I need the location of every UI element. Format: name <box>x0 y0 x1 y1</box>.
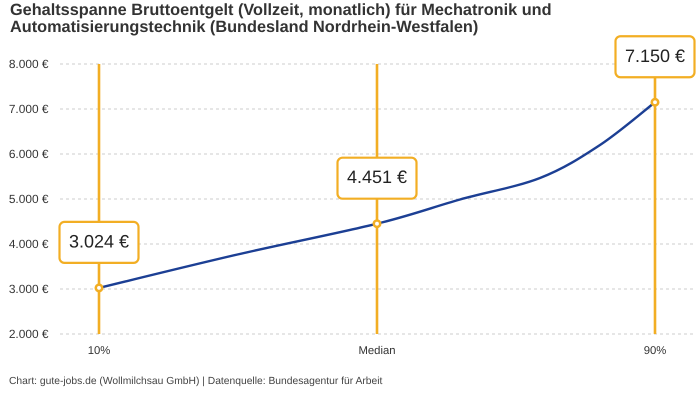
svg-text:7.000 €: 7.000 € <box>9 102 49 116</box>
svg-text:3.024 €: 3.024 € <box>69 231 129 251</box>
svg-text:90%: 90% <box>644 345 667 357</box>
svg-text:3.000 €: 3.000 € <box>9 282 49 296</box>
svg-text:2.000 €: 2.000 € <box>9 327 49 341</box>
svg-text:4.451 €: 4.451 € <box>347 167 407 187</box>
svg-text:4.000 €: 4.000 € <box>9 237 49 251</box>
svg-text:6.000 €: 6.000 € <box>9 147 49 161</box>
svg-text:7.150 €: 7.150 € <box>625 46 685 66</box>
svg-text:8.000 €: 8.000 € <box>9 57 49 71</box>
svg-text:10%: 10% <box>88 345 111 357</box>
svg-text:Median: Median <box>358 345 395 357</box>
svg-text:5.000 €: 5.000 € <box>9 192 49 206</box>
